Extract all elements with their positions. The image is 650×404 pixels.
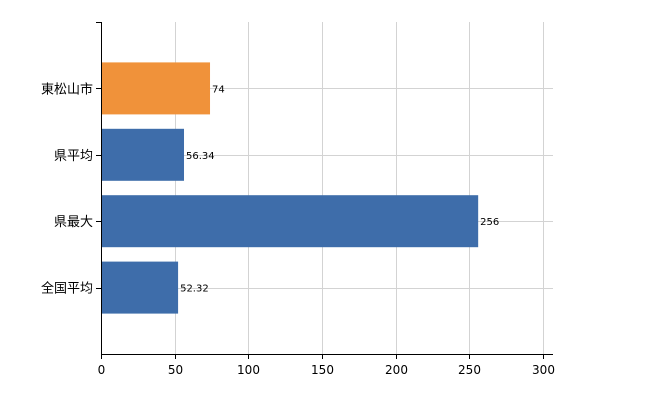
value-label: 56.34: [186, 151, 215, 162]
x-tick-label: 300: [532, 363, 555, 377]
value-label: 74: [212, 84, 225, 95]
x-tick-label: 250: [458, 363, 481, 377]
category-label: 県最大: [54, 215, 93, 230]
value-label: 52.32: [180, 284, 209, 295]
x-tick-label: 200: [385, 363, 408, 377]
x-tick-label: 100: [237, 363, 260, 377]
x-tick-label: 50: [168, 363, 183, 377]
bars: [102, 62, 479, 314]
category-label: 全国平均: [41, 281, 93, 297]
category-label: 東松山市: [41, 81, 93, 97]
bar-3: [102, 195, 479, 248]
axes: [96, 22, 553, 359]
bar-2: [102, 128, 185, 181]
x-tick-label: 0: [98, 363, 106, 377]
labels: 74 東松山市 56.34 県平均 256 県最大 52.32 全国平均 0 50 100 150 20…: [41, 81, 555, 377]
bar-1: [102, 62, 211, 115]
x-tick-label: 150: [311, 363, 334, 377]
bar-4: [102, 261, 179, 314]
category-label: 県平均: [54, 149, 93, 164]
value-label: 256: [480, 217, 499, 228]
